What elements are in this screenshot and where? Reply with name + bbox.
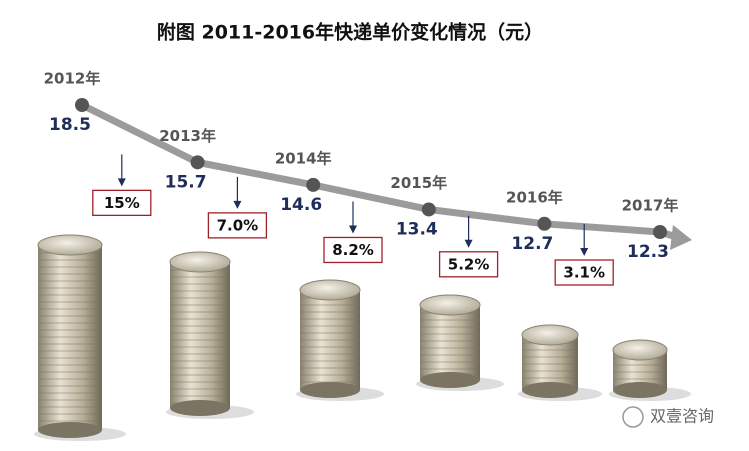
point	[75, 98, 89, 112]
down-arrow-head	[580, 248, 589, 256]
year-label: 2012年	[44, 70, 101, 88]
down-arrow-head	[233, 200, 242, 209]
watermark: 双壹咨询	[622, 406, 714, 428]
coin-bottom	[300, 382, 360, 398]
value-label: 14.6	[280, 195, 322, 215]
coin-face	[169, 251, 231, 273]
year-label: 2017年	[622, 197, 679, 215]
value-label: 12.3	[627, 242, 669, 262]
down-arrow-head	[117, 178, 126, 187]
coin-face	[37, 234, 103, 256]
point	[421, 202, 436, 217]
coin-face	[521, 324, 579, 346]
point	[653, 225, 667, 239]
watermark-icon	[622, 406, 644, 428]
down-arrow-head	[349, 225, 357, 234]
point	[190, 155, 205, 170]
year-label: 2016年	[506, 188, 563, 206]
decline-label: 15%	[104, 194, 140, 212]
coin-bottom	[522, 382, 578, 398]
decline-box	[92, 189, 152, 217]
chart-title: 附图 2011-2016年快递单价变化情况（元）	[157, 21, 543, 44]
decline-box	[438, 251, 499, 278]
decline-label: 3.1%	[563, 264, 605, 282]
coin-bottom	[38, 422, 102, 438]
value-label: 15.7	[165, 172, 207, 192]
value-label: 18.5	[49, 115, 91, 135]
value-label: 13.4	[396, 219, 438, 239]
decline-label: 7.0%	[217, 216, 259, 234]
decline-box	[207, 212, 268, 239]
decline-label: 8.2%	[332, 241, 374, 259]
decline-label: 5.2%	[448, 255, 490, 273]
down-arrow-head	[464, 239, 473, 248]
arrow-head	[670, 225, 692, 250]
coin-face	[299, 279, 361, 301]
year-label: 2013年	[159, 127, 216, 145]
coin-bottom	[420, 372, 480, 388]
point	[306, 177, 321, 192]
coin-face	[612, 339, 668, 361]
coin-side	[170, 262, 230, 408]
coin-bottom	[613, 382, 667, 398]
decline-box	[323, 236, 383, 264]
year-label: 2014年	[275, 149, 332, 167]
year-label: 2015年	[390, 174, 447, 192]
coin-side	[420, 305, 480, 380]
point	[537, 216, 552, 231]
coin-bottom	[170, 400, 230, 416]
watermark-text: 双壹咨询	[650, 407, 714, 426]
coin-face	[419, 294, 481, 316]
value-label: 12.7	[511, 234, 553, 254]
decline-box	[554, 259, 614, 286]
plot: 2012年 18.5 2013年 15.7 2014年 14.6 2015年 13.4 2016…	[44, 70, 692, 286]
coin-stacks	[34, 234, 691, 441]
coin-side	[38, 245, 102, 430]
